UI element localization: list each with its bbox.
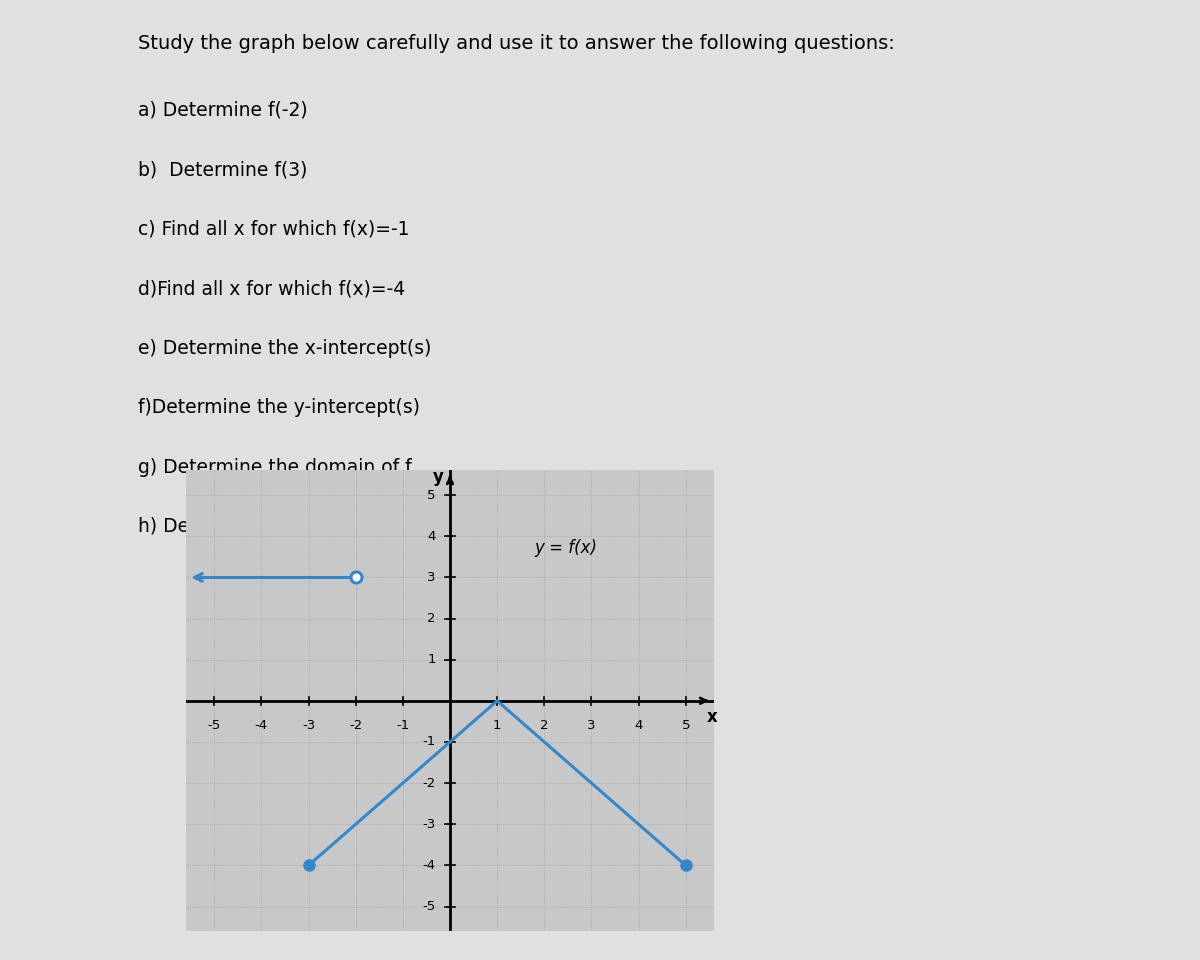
Text: 3: 3 (427, 571, 436, 584)
Text: b)  Determine f(3): b) Determine f(3) (138, 160, 307, 180)
Text: 4: 4 (427, 530, 436, 542)
Text: 2: 2 (427, 612, 436, 625)
Text: a) Determine f(-2): a) Determine f(-2) (138, 101, 307, 120)
Text: Study the graph below carefully and use it to answer the following questions:: Study the graph below carefully and use … (138, 34, 895, 53)
Text: 2: 2 (540, 719, 548, 732)
Text: -5: -5 (208, 719, 221, 732)
Text: d)Find all x for which f(x)=-4: d)Find all x for which f(x)=-4 (138, 279, 406, 299)
Text: 5: 5 (682, 719, 690, 732)
Text: 4: 4 (635, 719, 643, 732)
Text: 3: 3 (587, 719, 595, 732)
Text: e) Determine the x-intercept(s): e) Determine the x-intercept(s) (138, 339, 431, 358)
Text: -2: -2 (422, 777, 436, 789)
Text: -1: -1 (422, 735, 436, 749)
Text: h) Determine the range of f: h) Determine the range of f (138, 517, 396, 537)
Text: -2: -2 (349, 719, 362, 732)
Text: -3: -3 (302, 719, 316, 732)
Text: x: x (707, 708, 718, 727)
Text: -1: -1 (396, 719, 409, 732)
Text: -4: -4 (422, 859, 436, 872)
Text: y = f(x): y = f(x) (535, 539, 598, 557)
Text: y: y (433, 468, 444, 486)
Text: c) Find all x for which f(x)=-1: c) Find all x for which f(x)=-1 (138, 220, 409, 239)
Text: -4: -4 (254, 719, 268, 732)
Text: g) Determine the domain of f: g) Determine the domain of f (138, 458, 412, 477)
Text: 1: 1 (427, 653, 436, 666)
Text: 1: 1 (493, 719, 502, 732)
Text: -5: -5 (422, 900, 436, 913)
Text: 5: 5 (427, 489, 436, 501)
Text: f)Determine the y-intercept(s): f)Determine the y-intercept(s) (138, 398, 420, 418)
Text: -3: -3 (422, 818, 436, 830)
